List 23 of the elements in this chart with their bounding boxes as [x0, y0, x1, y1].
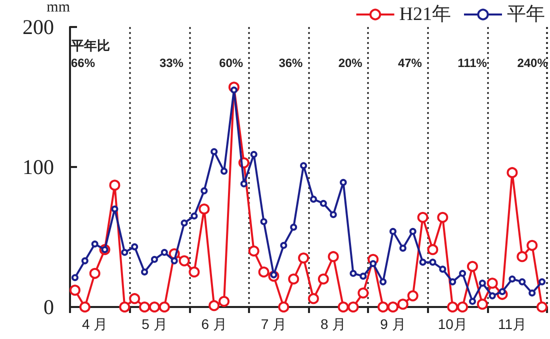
annotation: 66%	[70, 56, 96, 70]
y-axis-title: mm	[46, 0, 70, 16]
legend-label: 平年	[507, 4, 545, 25]
annotation: 20%	[338, 56, 363, 70]
x-tick-label: 4 月	[82, 316, 108, 332]
annotation: 平年比	[70, 38, 110, 53]
y-tick-label: 100	[22, 155, 54, 179]
legend-label: H21年	[399, 4, 452, 25]
annotation: 36%	[278, 56, 304, 70]
annotation: 240%	[517, 56, 548, 70]
annotation: 111%	[458, 56, 488, 70]
x-tick-label: 10月	[438, 316, 468, 332]
annotation: 47%	[398, 56, 422, 70]
y-tick-label: 200	[22, 15, 54, 39]
y-tick-label: 0	[44, 295, 54, 319]
x-tick-label: 9 月	[380, 316, 406, 332]
annotation: 60%	[219, 56, 244, 70]
annotation: 33%	[159, 56, 184, 70]
x-tick-label: 8 月	[320, 316, 346, 332]
x-tick-label: 7 月	[260, 316, 287, 332]
x-tick-label: 6 月	[201, 316, 227, 332]
x-tick-label: 11月	[498, 316, 526, 332]
x-tick-label: 5 月	[142, 316, 168, 332]
